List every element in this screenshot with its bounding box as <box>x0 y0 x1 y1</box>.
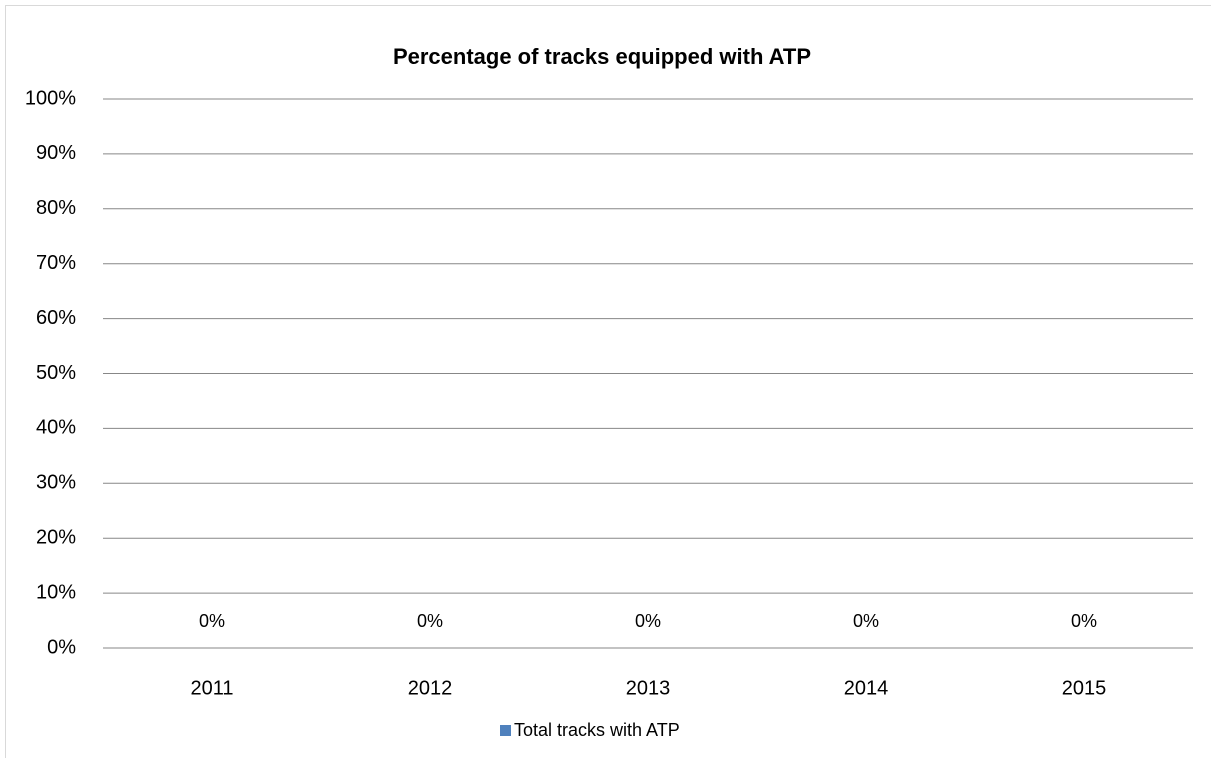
y-tick-label: 80% <box>36 197 76 219</box>
chart-border <box>5 5 1211 758</box>
data-label: 0% <box>853 611 879 631</box>
y-tick-label: 50% <box>36 362 76 384</box>
y-tick-label: 40% <box>36 417 76 439</box>
y-tick-label: 20% <box>36 526 76 548</box>
x-tick-label: 2015 <box>1062 677 1107 699</box>
y-tick-label: 10% <box>36 581 76 603</box>
y-tick-label: 90% <box>36 142 76 164</box>
data-label: 0% <box>635 611 661 631</box>
x-tick-label: 2012 <box>408 677 453 699</box>
data-label: 0% <box>1071 611 1097 631</box>
y-tick-label: 60% <box>36 307 76 329</box>
x-tick-label: 2013 <box>626 677 671 699</box>
x-tick-label: 2011 <box>190 677 233 699</box>
data-label: 0% <box>417 611 443 631</box>
legend-swatch <box>500 725 511 736</box>
y-tick-label: 0% <box>47 636 76 658</box>
y-tick-label: 100% <box>25 87 76 109</box>
y-tick-label: 70% <box>36 252 76 274</box>
chart-title: Percentage of tracks equipped with ATP <box>393 44 811 69</box>
x-tick-label: 2014 <box>844 677 889 699</box>
y-tick-label: 30% <box>36 472 76 494</box>
data-label: 0% <box>199 611 225 631</box>
legend-label: Total tracks with ATP <box>514 720 680 740</box>
